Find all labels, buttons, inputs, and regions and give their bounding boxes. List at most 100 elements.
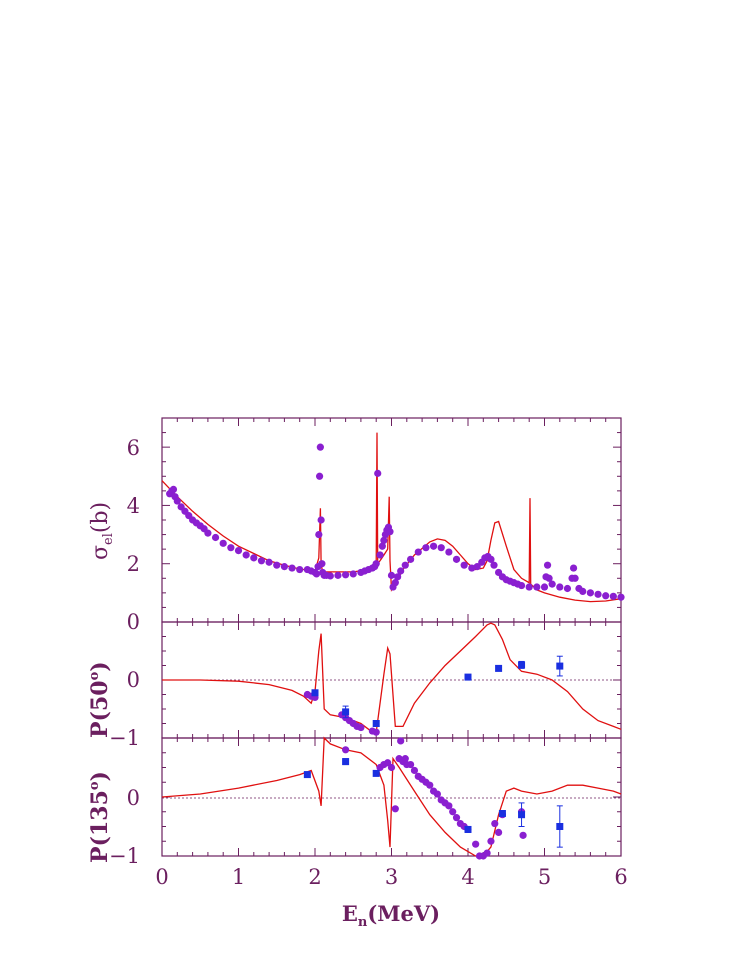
bot-ylabel-suffix: ) — [87, 771, 113, 781]
bottom-circle-point — [387, 763, 396, 772]
top-circle-point — [571, 574, 579, 582]
middle-square-point — [311, 689, 319, 697]
top-circle-point — [315, 472, 324, 480]
top-circle-point — [386, 528, 394, 536]
bottom-circle-point — [487, 837, 495, 845]
xlabel-main: E — [342, 901, 358, 926]
top-ytick-label-6: 6 — [127, 436, 140, 460]
top-circle-point — [391, 579, 399, 587]
top-circle-point — [219, 539, 227, 547]
middle-circle-point — [357, 723, 365, 732]
mid-ytick-label-minus1: −1 — [109, 726, 140, 750]
bottom-square-point — [498, 810, 506, 818]
top-circle-point — [533, 583, 541, 591]
data-marks — [166, 443, 625, 860]
middle-square-point — [342, 708, 350, 716]
top-circle-point — [517, 581, 526, 590]
xtick-label-5: 5 — [538, 865, 551, 889]
bottom-circle-point — [452, 814, 461, 822]
top-circle-point — [265, 558, 273, 566]
top-circle-point — [169, 485, 178, 493]
top-circle-point — [556, 583, 564, 591]
xlabel-sub: n — [358, 915, 368, 930]
top-circle-point — [342, 571, 350, 579]
top-circle-point — [378, 542, 386, 550]
top-circle-point — [487, 555, 495, 563]
mid-ylabel-main: P(50 — [87, 680, 113, 738]
top-circle-point — [452, 555, 461, 563]
mid-ylabel-suffix: ) — [87, 661, 113, 671]
top-circle-point — [569, 564, 578, 572]
middle-square-point — [556, 662, 564, 670]
mid-ytick-label-zero: 0 — [127, 668, 140, 692]
top-circle-point — [594, 590, 602, 598]
top-circle-point — [211, 533, 220, 542]
middle-ylabel: P(50o) — [87, 661, 113, 738]
top-circle-point — [579, 587, 587, 596]
middle-theory-curve — [162, 622, 622, 733]
mid-ylabel-sup: o — [87, 671, 102, 680]
bottom-square-point — [556, 823, 564, 830]
top-circle-point — [280, 563, 288, 571]
top-circle-point — [460, 561, 468, 569]
bottom-circle-point — [342, 746, 350, 754]
top-circle-point — [540, 583, 549, 591]
top-circle-point — [617, 593, 625, 601]
top-circle-point — [422, 544, 430, 552]
top-ytick-label-4: 4 — [127, 494, 140, 518]
bottom-square-point — [372, 769, 380, 777]
middle-square-point — [495, 664, 503, 672]
bot-ytick-label-minus1: −1 — [109, 844, 140, 868]
xtick-label-0: 0 — [155, 865, 168, 889]
xtick-label-6: 6 — [614, 865, 627, 889]
bottom-circle-point — [483, 849, 491, 857]
top-circle-point — [394, 573, 402, 581]
xtick-label-4: 4 — [461, 865, 474, 889]
bottom-circle-point — [407, 760, 415, 769]
top-circle-point — [234, 547, 243, 555]
top-circle-point — [326, 572, 334, 580]
top-circle-point — [543, 561, 552, 569]
top-circle-point — [316, 443, 324, 451]
top-circle-point — [473, 563, 481, 571]
top-circle-point — [173, 497, 181, 505]
bot-ylabel-main: P(135 — [87, 790, 113, 863]
top-circle-point — [296, 565, 304, 574]
bottom-ylabel: P(135o) — [87, 771, 113, 863]
middle-circle-point — [372, 728, 380, 736]
middle-square-point — [372, 720, 380, 727]
top-ytick-label-2: 2 — [127, 552, 140, 576]
top-panel-frame — [161, 417, 622, 623]
bottom-circle-point — [433, 790, 441, 798]
bottom-theory-curve — [161, 736, 622, 857]
top-circle-point — [204, 529, 212, 537]
top-circle-point — [548, 580, 556, 588]
top-circle-point — [257, 557, 266, 565]
top-circle-point — [429, 542, 438, 550]
top-circle-point — [445, 548, 453, 556]
xtick-label-2: 2 — [308, 865, 321, 889]
top-circle-point — [227, 544, 235, 552]
top-circle-point — [250, 554, 258, 562]
xlabel-suffix: (MeV) — [367, 901, 440, 926]
top-circle-point — [397, 567, 405, 575]
top-circle-point — [315, 530, 323, 539]
bottom-circle-point — [519, 831, 527, 839]
bottom-circle-point — [397, 737, 405, 745]
bottom-circle-point — [391, 805, 399, 813]
top-circle-point — [334, 571, 342, 579]
top-circle-point — [407, 555, 415, 563]
bottom-circle-point — [426, 781, 434, 789]
axis-ticks — [161, 417, 622, 857]
bottom-circle-point — [445, 802, 453, 810]
top-circle-point — [437, 544, 445, 552]
bottom-square-point — [303, 771, 311, 779]
top-circle-point — [414, 548, 422, 556]
top-circle-point — [317, 516, 325, 524]
middle-square-point — [464, 673, 472, 681]
bottom-square-point — [518, 811, 526, 819]
top-circle-point — [387, 571, 396, 579]
top-ylabel-suffix: (b) — [88, 502, 113, 533]
xtick-label-3: 3 — [385, 865, 398, 889]
